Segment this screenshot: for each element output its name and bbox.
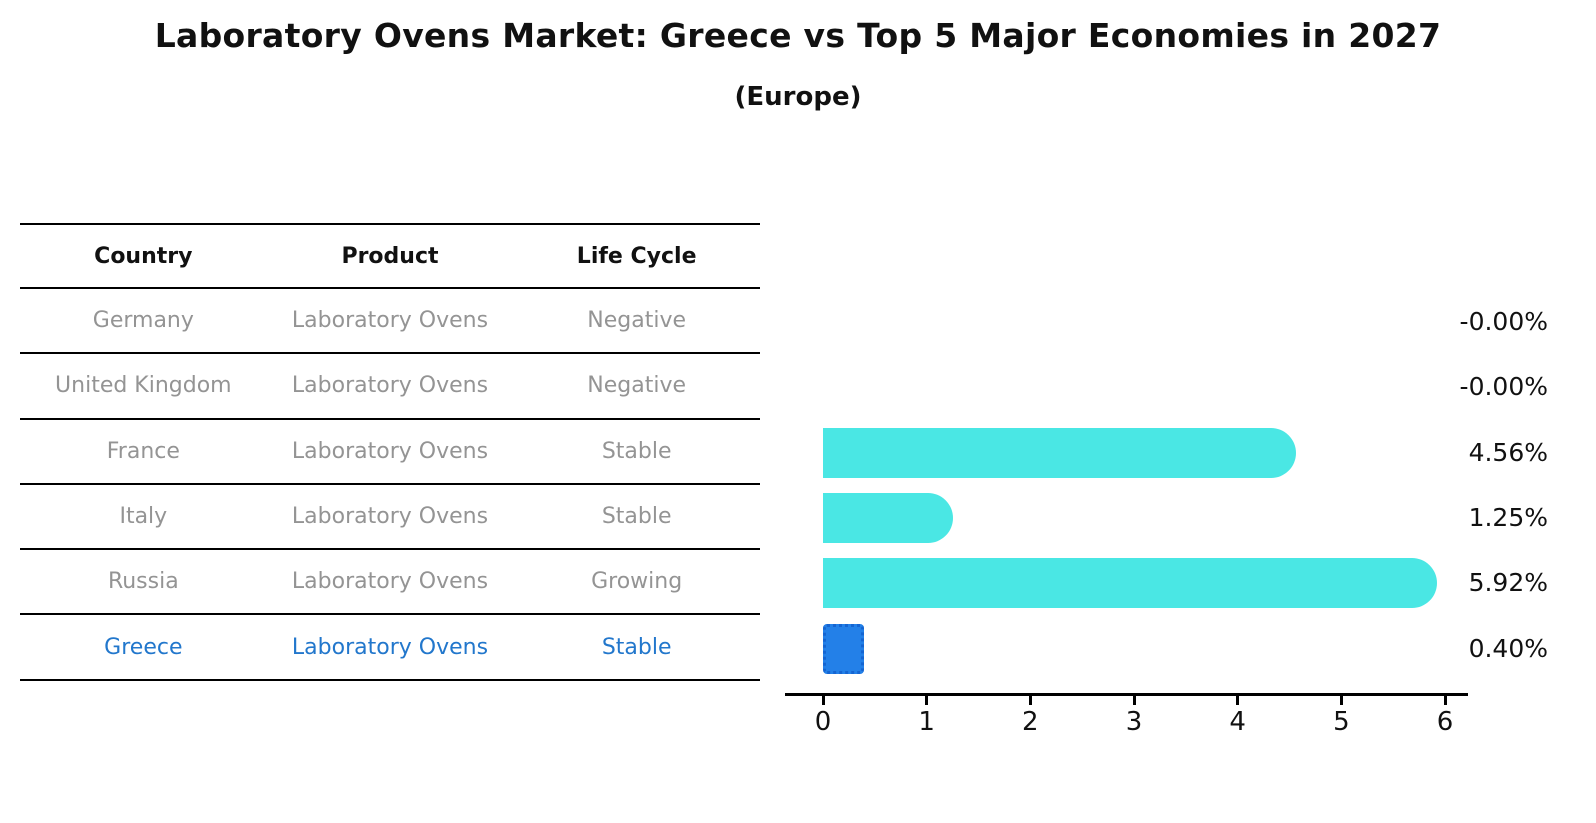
cell-country: France bbox=[20, 418, 267, 485]
bar-greece bbox=[823, 623, 865, 674]
table-row-russia: Russia Laboratory Ovens Growing bbox=[20, 549, 760, 616]
cell-country: Germany bbox=[20, 288, 267, 355]
bar-russia bbox=[823, 558, 1437, 609]
x-axis-tick-label: 0 bbox=[814, 707, 832, 737]
table-row-united-kingdom: United Kingdom Laboratory Ovens Negative bbox=[20, 353, 760, 420]
comparison-table: Country Product Life Cycle Germany Labor… bbox=[20, 223, 760, 681]
table-header-life-cycle: Life Cycle bbox=[513, 223, 760, 289]
table-row-greece: Greece Laboratory Ovens Stable bbox=[20, 614, 760, 681]
x-axis-tick-label: 1 bbox=[918, 707, 935, 737]
value-label-france: 4.56% bbox=[1468, 437, 1548, 467]
table-header-country: Country bbox=[20, 223, 267, 289]
x-axis-line bbox=[785, 693, 1468, 696]
cell-product: Laboratory Ovens bbox=[266, 418, 514, 485]
table-row-germany: Germany Laboratory Ovens Negative bbox=[20, 288, 760, 355]
cell-life-cycle: Stable bbox=[513, 614, 760, 681]
cell-country: United Kingdom bbox=[20, 353, 267, 420]
cell-life-cycle: Stable bbox=[513, 418, 760, 485]
x-axis-tick bbox=[1443, 696, 1447, 705]
chart-subtitle: (Europe) bbox=[734, 82, 862, 112]
x-axis-tick-label: 2 bbox=[1022, 707, 1039, 737]
cell-life-cycle: Stable bbox=[513, 483, 760, 551]
cell-life-cycle: Negative bbox=[513, 353, 760, 420]
x-axis-tick-label: 6 bbox=[1436, 707, 1454, 737]
cell-country: Russia bbox=[20, 549, 267, 616]
chart-title: Laboratory Ovens Market: Greece vs Top 5… bbox=[154, 16, 1442, 55]
cell-product: Laboratory Ovens bbox=[266, 483, 514, 551]
table-row-france: France Laboratory Ovens Stable bbox=[20, 418, 760, 485]
x-axis-tick-label: 5 bbox=[1333, 707, 1350, 737]
x-axis-tick bbox=[1028, 696, 1032, 705]
value-label-russia: 5.92% bbox=[1468, 568, 1548, 598]
cell-country: Greece bbox=[20, 614, 267, 681]
cell-product: Laboratory Ovens bbox=[266, 353, 514, 420]
table-header-row: Country Product Life Cycle bbox=[20, 223, 760, 289]
value-label-italy: 1.25% bbox=[1468, 502, 1548, 532]
x-axis-tick bbox=[1236, 696, 1240, 705]
cell-country: Italy bbox=[20, 483, 267, 551]
value-label-greece: 0.40% bbox=[1468, 633, 1548, 663]
x-axis-tick bbox=[1339, 696, 1343, 705]
x-axis-tick bbox=[925, 696, 929, 705]
cell-product: Laboratory Ovens bbox=[266, 549, 514, 616]
value-label-germany: -0.00% bbox=[1459, 307, 1548, 336]
table-header-product: Product bbox=[266, 223, 514, 289]
x-axis-tick bbox=[1132, 696, 1136, 705]
cell-product: Laboratory Ovens bbox=[266, 288, 514, 355]
cell-life-cycle: Negative bbox=[513, 288, 760, 355]
x-axis-tick-label: 3 bbox=[1125, 707, 1143, 737]
bar-italy bbox=[823, 492, 953, 543]
x-axis-tick bbox=[821, 696, 825, 705]
value-label-united-kingdom: -0.00% bbox=[1459, 372, 1548, 402]
cell-life-cycle: Growing bbox=[513, 549, 760, 616]
cell-product: Laboratory Ovens bbox=[266, 614, 514, 681]
bar-france bbox=[823, 427, 1296, 478]
x-axis-tick-label: 4 bbox=[1229, 707, 1246, 737]
table-row-italy: Italy Laboratory Ovens Stable bbox=[20, 483, 760, 551]
